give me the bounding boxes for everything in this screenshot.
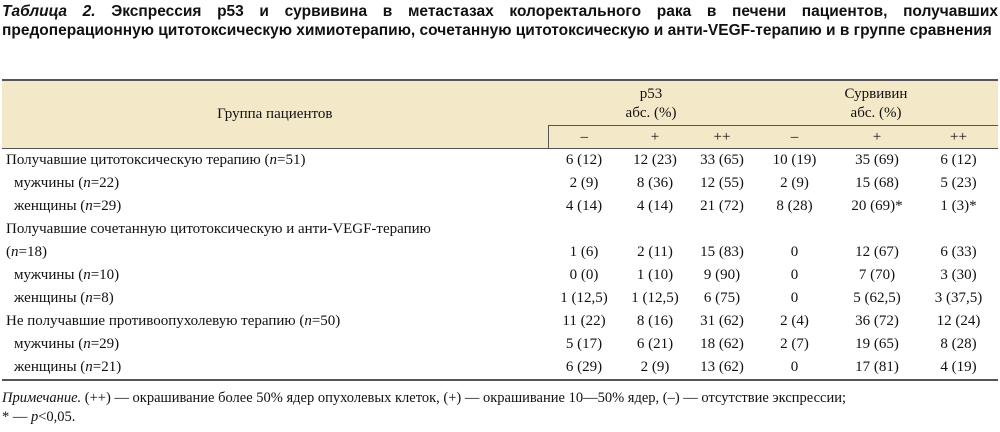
- row-label: мужчины (n=29): [2, 333, 548, 356]
- note-label: Примечание.: [2, 390, 82, 406]
- subcol-p53-strong: ++: [690, 125, 754, 149]
- cell: 21 (72): [690, 195, 754, 218]
- cell: 20 (69)*: [835, 195, 919, 218]
- table-row: Получавшие цитотоксическую терапию (n=51…: [2, 148, 998, 172]
- row-label: женщины (n=21): [2, 356, 548, 381]
- cell: 6 (29): [548, 356, 620, 381]
- note-text-2a: * —: [2, 409, 31, 425]
- row-label: Не получавшие противоопухолевую терапию …: [2, 310, 548, 333]
- caption-label: Таблица 2.: [2, 3, 96, 20]
- cell: 5 (62,5): [835, 287, 919, 310]
- cell: 15 (68): [835, 172, 919, 195]
- cell: 4 (19): [919, 356, 998, 381]
- subcol-surv-neg: –: [754, 125, 835, 149]
- table-row: мужчины (n=22) 2 (9) 8 (36) 12 (55) 2 (9…: [2, 172, 998, 195]
- cell: 0 (0): [548, 264, 620, 287]
- caption-text: Экспрессия р53 и сурвивина в метастазах …: [2, 3, 998, 39]
- row-label: женщины (n=29): [2, 195, 548, 218]
- cell: 36 (72): [835, 310, 919, 333]
- cell: 12 (23): [620, 148, 690, 172]
- cell: 1 (6): [548, 218, 620, 264]
- cell: 3 (30): [919, 264, 998, 287]
- cell: 7 (70): [835, 264, 919, 287]
- cell: 6 (12): [919, 148, 998, 172]
- survivin-header-label: Сурвивин: [844, 86, 908, 102]
- cell: 0: [754, 264, 835, 287]
- table-row: Получавшие сочетанную цитотоксическую и …: [2, 218, 998, 264]
- expression-table: Группа пациентов р53 абс. (%) Сурвивин а…: [2, 79, 998, 381]
- cell: 2 (7): [754, 333, 835, 356]
- cell: 9 (90): [690, 264, 754, 287]
- row-label: Получавшие сочетанную цитотоксическую и …: [2, 218, 548, 264]
- cell: 8 (16): [620, 310, 690, 333]
- note-p: p: [31, 409, 39, 425]
- cell: 6 (12): [548, 148, 620, 172]
- cell: 3 (37,5): [919, 287, 998, 310]
- cell: 1 (12,5): [548, 287, 620, 310]
- cell: 4 (14): [620, 195, 690, 218]
- cell: 1 (3)*: [919, 195, 998, 218]
- cell: 6 (21): [620, 333, 690, 356]
- cell: 6 (33): [919, 218, 998, 264]
- cell: 10 (19): [754, 148, 835, 172]
- cell: 12 (24): [919, 310, 998, 333]
- cell: 2 (9): [548, 172, 620, 195]
- subcol-surv-pos: +: [835, 125, 919, 149]
- cell: 8 (36): [620, 172, 690, 195]
- cell: 1 (10): [620, 264, 690, 287]
- expression-table-wrapper: Группа пациентов р53 абс. (%) Сурвивин а…: [2, 79, 998, 381]
- cell: 4 (14): [548, 195, 620, 218]
- cell: 0: [754, 356, 835, 381]
- survivin-header: Сурвивин абс. (%): [754, 80, 998, 126]
- cell: 0: [754, 218, 835, 264]
- row-label: мужчины (n=10): [2, 264, 548, 287]
- cell: 17 (81): [835, 356, 919, 381]
- cell: 5 (23): [919, 172, 998, 195]
- cell: 8 (28): [754, 195, 835, 218]
- p53-header-unit: абс. (%): [625, 105, 677, 121]
- row-label: Получавшие цитотоксическую терапию (n=51…: [2, 148, 548, 172]
- table-row: женщины (n=21) 6 (29) 2 (9) 13 (62) 0 17…: [2, 356, 998, 381]
- cell: 13 (62): [690, 356, 754, 381]
- cell: 12 (55): [690, 172, 754, 195]
- cell: 35 (69): [835, 148, 919, 172]
- table-note: Примечание. (++) — окрашивание более 50%…: [2, 389, 998, 427]
- table-row: женщины (n=8) 1 (12,5) 1 (12,5) 6 (75) 0…: [2, 287, 998, 310]
- survivin-header-unit: абс. (%): [850, 105, 902, 121]
- cell: 2 (9): [620, 356, 690, 381]
- cell: 18 (62): [690, 333, 754, 356]
- table-caption: Таблица 2. Экспрессия р53 и сурвивина в …: [2, 2, 998, 40]
- cell: 31 (62): [690, 310, 754, 333]
- subcol-surv-strong: ++: [919, 125, 998, 149]
- subcol-p53-neg: –: [547, 125, 620, 149]
- note-text-2b: <0,05.: [38, 409, 76, 425]
- note-text: (++) — окрашивание более 50% ядер опухол…: [81, 390, 847, 406]
- table-row: мужчины (n=29) 5 (17) 6 (21) 18 (62) 2 (…: [2, 333, 998, 356]
- cell: 11 (22): [548, 310, 620, 333]
- p53-header: р53 абс. (%): [548, 80, 754, 126]
- cell: 19 (65): [835, 333, 919, 356]
- table-row: мужчины (n=10) 0 (0) 1 (10) 9 (90) 0 7 (…: [2, 264, 998, 287]
- subcol-p53-pos: +: [620, 125, 690, 149]
- cell: 33 (65): [690, 148, 754, 172]
- cell: 0: [754, 287, 835, 310]
- row-label: женщины (n=8): [2, 287, 548, 310]
- cell: 1 (12,5): [620, 287, 690, 310]
- cell: 6 (75): [690, 287, 754, 310]
- group-header: Группа пациентов: [2, 80, 548, 149]
- cell: 15 (83): [690, 218, 754, 264]
- cell: 2 (11): [620, 218, 690, 264]
- cell: 5 (17): [548, 333, 620, 356]
- cell: 8 (28): [919, 333, 998, 356]
- cell: 12 (67): [835, 218, 919, 264]
- cell: 2 (9): [754, 172, 835, 195]
- row-label: мужчины (n=22): [2, 172, 548, 195]
- table-row: Не получавшие противоопухолевую терапию …: [2, 310, 998, 333]
- table-row: женщины (n=29) 4 (14) 4 (14) 21 (72) 8 (…: [2, 195, 998, 218]
- cell: 2 (4): [754, 310, 835, 333]
- p53-header-label: р53: [639, 86, 663, 102]
